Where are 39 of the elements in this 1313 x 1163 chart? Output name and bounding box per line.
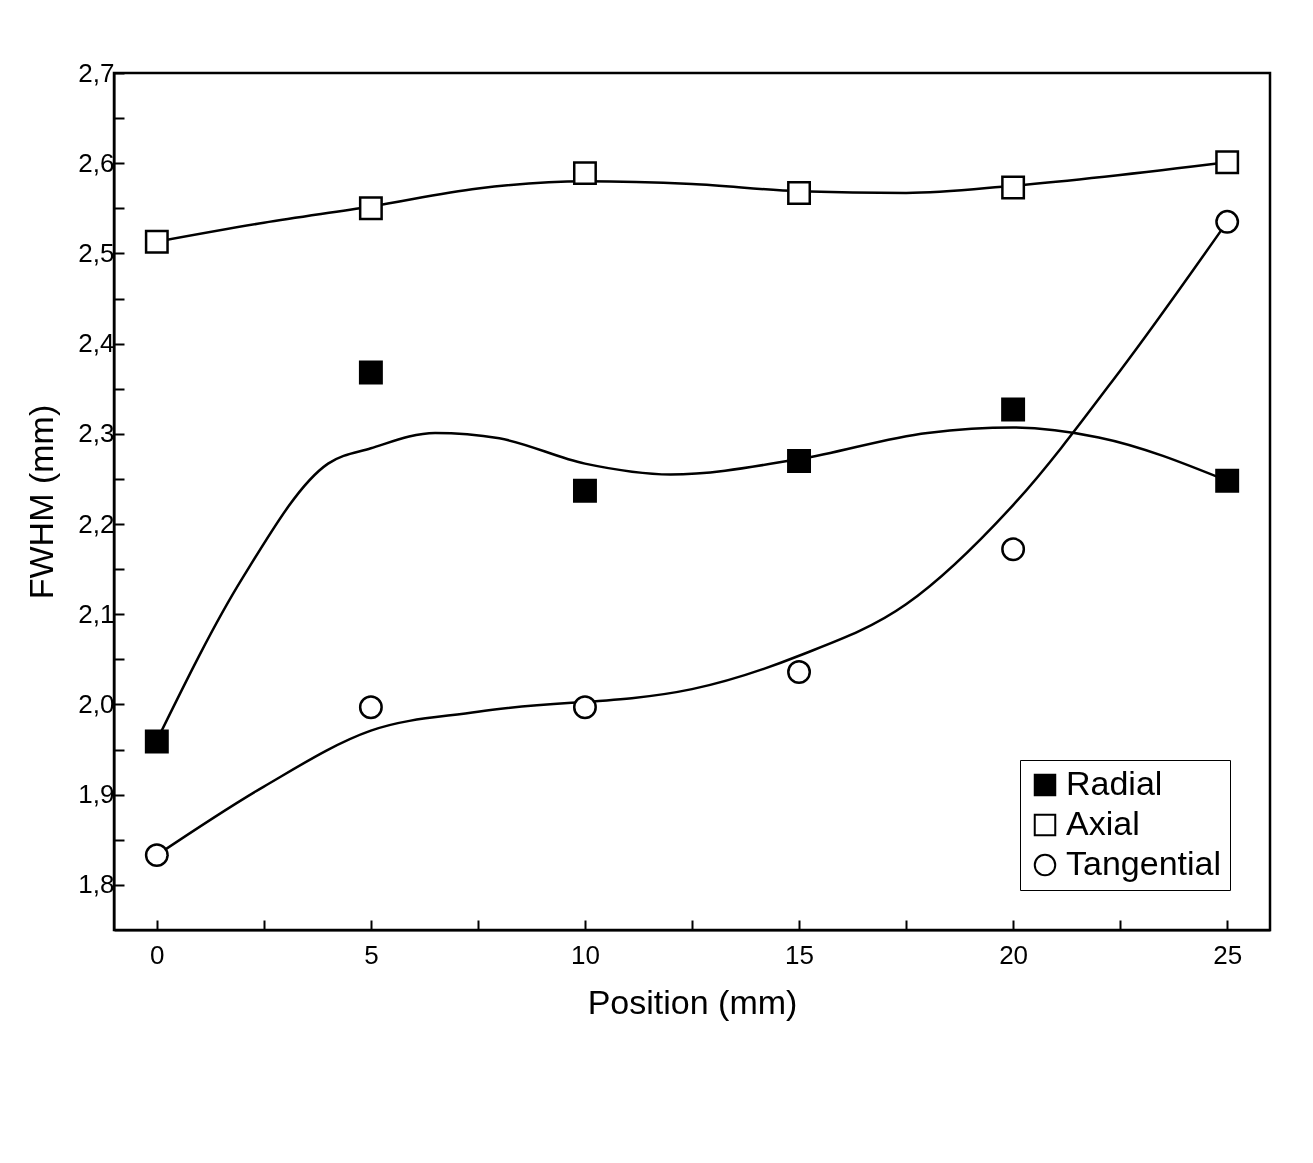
x-tick-label: 20 xyxy=(999,939,1029,970)
y-tick-label: 2,1 xyxy=(78,598,115,629)
y-tick-label: 2,4 xyxy=(78,328,115,359)
point xyxy=(787,181,812,205)
point xyxy=(1215,150,1240,175)
y-tick-label: 1,8 xyxy=(78,869,115,900)
point xyxy=(144,229,169,254)
legend-label: Axial xyxy=(1066,804,1140,842)
point xyxy=(144,843,169,868)
point xyxy=(1215,209,1240,234)
point xyxy=(1001,397,1026,422)
point xyxy=(572,161,597,186)
y-tick-label: 2,7 xyxy=(78,57,115,88)
point xyxy=(1001,175,1026,200)
point xyxy=(572,478,597,503)
point xyxy=(787,448,812,473)
point xyxy=(358,196,383,221)
y-tick-label: 2,2 xyxy=(78,508,115,539)
point xyxy=(787,660,812,684)
x-tick-label: 5 xyxy=(364,939,379,970)
x-tick-label: 25 xyxy=(1213,939,1243,970)
y-tick-label: 2,3 xyxy=(78,418,115,449)
point xyxy=(358,360,383,385)
x-axis-title: Position (mm) xyxy=(587,982,798,1021)
y-tick-label: 2,0 xyxy=(78,688,115,719)
y-axis-title: FWHM (mm) xyxy=(22,404,61,600)
x-tick-label: 15 xyxy=(785,939,814,970)
legend-label: Radial xyxy=(1066,764,1163,802)
y-tick-label: 2,6 xyxy=(78,147,115,178)
legend-label: Tangential xyxy=(1066,844,1222,882)
point xyxy=(144,729,169,754)
x-tick-label: 0 xyxy=(150,939,165,970)
point xyxy=(358,695,383,720)
point xyxy=(1215,468,1240,493)
x-tick-label: 10 xyxy=(571,939,600,970)
y-tick-label: 2,5 xyxy=(78,237,115,268)
point xyxy=(572,695,597,720)
point xyxy=(1001,537,1026,562)
y-tick-label: 1,9 xyxy=(78,779,115,810)
